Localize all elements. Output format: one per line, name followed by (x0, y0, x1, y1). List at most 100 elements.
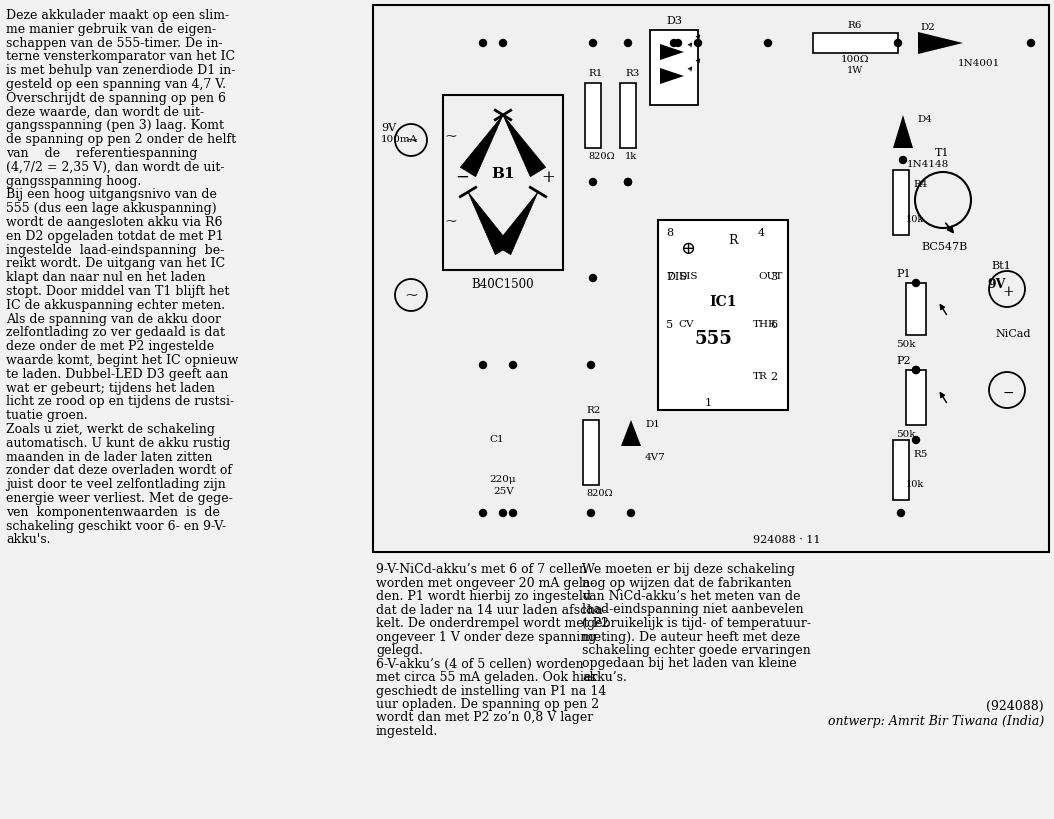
Text: 9-V-NiCd-akku’s met 6 of 7 cellen: 9-V-NiCd-akku’s met 6 of 7 cellen (376, 563, 587, 576)
Polygon shape (660, 68, 684, 84)
Text: reikt wordt. De uitgang van het IC: reikt wordt. De uitgang van het IC (6, 257, 226, 270)
Text: energie weer verliest. Met de gege-: energie weer verliest. Met de gege- (6, 492, 233, 505)
Text: akku's.: akku's. (6, 533, 51, 546)
Text: 555 (dus een lage akkuspanning): 555 (dus een lage akkuspanning) (6, 202, 217, 215)
Circle shape (895, 39, 901, 47)
Text: meting). De auteur heeft met deze: meting). De auteur heeft met deze (582, 631, 800, 644)
Bar (583, 420, 599, 485)
Circle shape (627, 509, 635, 517)
Bar (585, 83, 601, 148)
Polygon shape (495, 192, 538, 255)
Text: uur opladen. De spanning op pen 2: uur opladen. De spanning op pen 2 (376, 698, 599, 711)
Polygon shape (893, 115, 913, 148)
Text: stopt. Door middel van T1 blijft het: stopt. Door middel van T1 blijft het (6, 285, 230, 298)
Text: ⊕: ⊕ (681, 240, 696, 258)
Text: nog op wijzen dat de fabrikanten: nog op wijzen dat de fabrikanten (582, 577, 792, 590)
Text: ongeveer 1 V onder deze spanning: ongeveer 1 V onder deze spanning (376, 631, 597, 644)
Text: 7: 7 (666, 272, 674, 282)
Text: 9V: 9V (380, 123, 396, 133)
Text: (gebruikelijk is tijd- of temperatuur-: (gebruikelijk is tijd- of temperatuur- (582, 617, 811, 630)
Text: Deze akkulader maakt op een slim-: Deze akkulader maakt op een slim- (6, 9, 229, 22)
Circle shape (587, 361, 594, 369)
Text: C1: C1 (489, 435, 504, 444)
Circle shape (764, 39, 772, 47)
Polygon shape (660, 44, 684, 60)
Text: Zoals u ziet, werkt de schakeling: Zoals u ziet, werkt de schakeling (6, 423, 215, 436)
Text: DIS: DIS (666, 272, 687, 282)
Circle shape (500, 509, 507, 517)
Text: 1W: 1W (846, 66, 863, 75)
Text: R3: R3 (625, 69, 640, 78)
Text: TR: TR (753, 372, 767, 381)
Text: 1k: 1k (625, 152, 637, 161)
Text: R6: R6 (847, 21, 862, 30)
Circle shape (1028, 39, 1034, 47)
Circle shape (670, 39, 678, 47)
Text: waarde komt, begint het IC opnieuw: waarde komt, begint het IC opnieuw (6, 354, 238, 367)
Text: R5: R5 (913, 450, 928, 459)
Circle shape (913, 366, 919, 373)
Circle shape (625, 179, 631, 185)
Text: 820Ω: 820Ω (586, 489, 612, 498)
Text: −: − (1003, 386, 1015, 400)
Text: ~: ~ (445, 130, 457, 144)
Text: BC547B: BC547B (921, 242, 968, 252)
Text: R: R (728, 234, 738, 247)
Text: terne vensterkomparator van het IC: terne vensterkomparator van het IC (6, 51, 235, 63)
Text: +: + (1003, 285, 1015, 299)
Text: 50k: 50k (896, 340, 916, 349)
Text: laad-eindspanning niet aanbevelen: laad-eindspanning niet aanbevelen (582, 604, 803, 617)
Text: 9V: 9V (987, 278, 1006, 291)
Text: akku’s.: akku’s. (582, 671, 627, 684)
Text: R4: R4 (913, 180, 928, 189)
Text: IC1: IC1 (709, 295, 737, 309)
Text: NiCad: NiCad (995, 329, 1031, 339)
Text: 4V7: 4V7 (645, 453, 666, 462)
Circle shape (625, 39, 631, 47)
Text: 10k: 10k (906, 480, 924, 489)
Text: D2: D2 (920, 23, 936, 32)
Circle shape (480, 509, 487, 517)
Bar (443, 95, 563, 270)
Bar (620, 83, 636, 148)
Text: zelfontlading zo ver gedaald is dat: zelfontlading zo ver gedaald is dat (6, 327, 225, 339)
Circle shape (589, 39, 597, 47)
Text: 1: 1 (704, 398, 711, 408)
Text: 25V: 25V (493, 487, 513, 496)
Text: R2: R2 (586, 406, 601, 415)
Text: 924088 · 11: 924088 · 11 (753, 535, 820, 545)
Bar (906, 370, 926, 425)
Text: P1: P1 (896, 269, 911, 279)
Text: automatisch. U kunt de akku rustig: automatisch. U kunt de akku rustig (6, 437, 231, 450)
Text: ~: ~ (404, 132, 418, 148)
Text: 6-V-akku’s (4 of 5 cellen) worden: 6-V-akku’s (4 of 5 cellen) worden (376, 658, 584, 671)
Circle shape (500, 39, 507, 47)
Text: 1N4001: 1N4001 (958, 59, 1000, 68)
Text: CV: CV (678, 320, 694, 329)
Polygon shape (468, 192, 511, 255)
Text: D3: D3 (666, 16, 682, 26)
Text: ingesteld.: ingesteld. (376, 725, 438, 738)
Text: OUT: OUT (758, 272, 782, 281)
Circle shape (587, 509, 594, 517)
Text: (4,7/2 = 2,35 V), dan wordt de uit-: (4,7/2 = 2,35 V), dan wordt de uit- (6, 161, 225, 174)
Bar (893, 440, 909, 500)
Text: dat de lader na 14 uur laden afscha-: dat de lader na 14 uur laden afscha- (376, 604, 607, 617)
Text: deze waarde, dan wordt de uit-: deze waarde, dan wordt de uit- (6, 106, 204, 119)
Text: Bij een hoog uitgangsnivo van de: Bij een hoog uitgangsnivo van de (6, 188, 217, 201)
Text: ingestelde  laad-eindspanning  be-: ingestelde laad-eindspanning be- (6, 243, 225, 256)
Text: D1: D1 (645, 420, 660, 429)
Text: We moeten er bij deze schakeling: We moeten er bij deze schakeling (582, 563, 795, 576)
Text: ~: ~ (445, 215, 457, 229)
Circle shape (913, 279, 919, 287)
Polygon shape (621, 420, 641, 446)
Text: 6: 6 (770, 320, 777, 330)
Circle shape (509, 509, 516, 517)
Bar (650, 30, 698, 105)
Text: 10k: 10k (906, 215, 924, 224)
Bar (893, 170, 909, 235)
Circle shape (509, 361, 516, 369)
Circle shape (695, 39, 702, 47)
Circle shape (625, 179, 631, 185)
Text: 1N4148: 1N4148 (907, 160, 950, 169)
